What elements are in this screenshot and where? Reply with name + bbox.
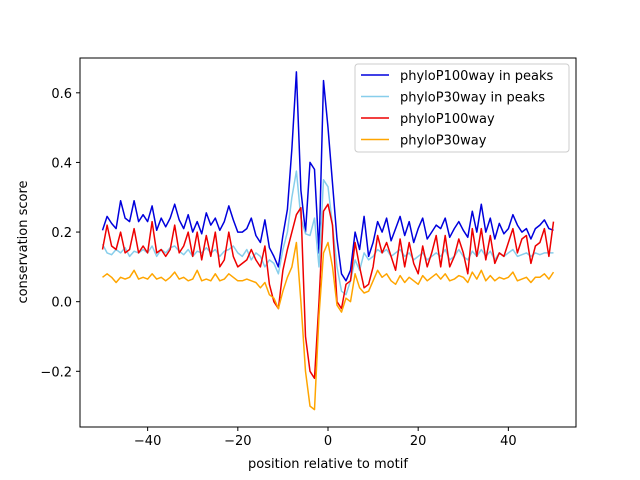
x-tick-label: −40	[134, 434, 161, 449]
y-tick-label: 0.4	[51, 156, 72, 171]
plot-lines	[101, 71, 555, 411]
x-tick-label: 0	[324, 434, 332, 449]
x-tick-label: 20	[410, 434, 427, 449]
legend-label: phyloP30way	[400, 134, 487, 149]
legend-label: phyloP30way in peaks	[400, 91, 545, 106]
legend-label: phyloP100way in peaks	[400, 69, 554, 84]
series-line-phylop100way	[101, 203, 555, 380]
legend-label: phyloP100way	[400, 112, 495, 127]
x-tick-label: 40	[500, 434, 517, 449]
series-line-phylop30way-in-peaks	[101, 170, 554, 296]
legend: phyloP100way in peaks phyloP30way in peak…	[354, 63, 570, 153]
legend-box	[354, 63, 570, 153]
x-axis-label: position relative to motif	[248, 457, 408, 472]
y-tick-label: 0.0	[51, 296, 72, 311]
series-line-phylop30way	[102, 241, 555, 411]
x-tick-label: −20	[224, 434, 251, 449]
series-line-phylop100way-in-peaks	[101, 71, 554, 282]
y-tick-label: 0.2	[51, 226, 72, 241]
y-tick-label: −0.2	[40, 365, 72, 380]
y-tick-label: 0.6	[51, 87, 72, 102]
y-axis-label: conservation score	[16, 180, 31, 303]
y-axis: −0.2 0.0 0.2 0.4 0.6	[40, 87, 80, 380]
x-axis: −40 −20 0 20 40	[134, 427, 517, 449]
